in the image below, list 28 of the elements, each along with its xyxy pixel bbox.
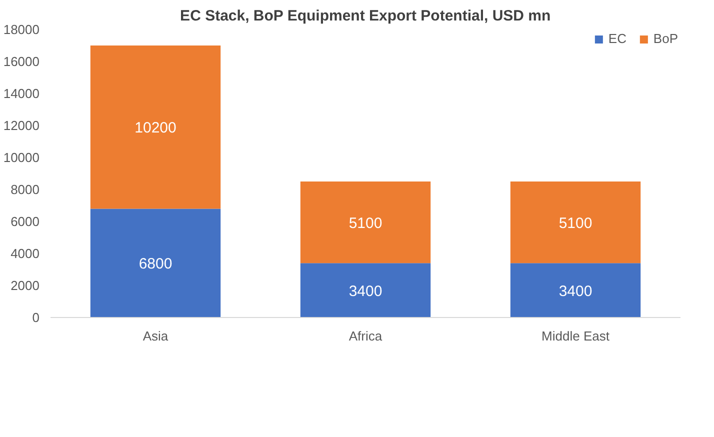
bar	[300, 182, 431, 264]
data-label: 10200	[134, 120, 176, 137]
y-tick-label: 4000	[10, 246, 40, 261]
x-tick-label: Africa	[348, 328, 383, 344]
x-tick-label: Asia	[142, 328, 169, 344]
bar	[510, 263, 641, 318]
bar	[90, 208, 221, 318]
data-label: 5100	[348, 214, 382, 232]
y-tick-label: 2000	[10, 278, 40, 293]
data-label: 3400	[558, 282, 592, 300]
x-tick-label: Middle East	[542, 328, 610, 344]
data-label: 6800	[138, 256, 172, 273]
bar	[300, 263, 431, 318]
bar	[510, 182, 641, 264]
data-label: 5100	[558, 214, 592, 232]
y-tick-label: 6000	[10, 214, 40, 229]
y-tick-label: 16000	[3, 54, 40, 69]
legend-label: EC	[608, 31, 628, 46]
y-tick-label: 10000	[3, 150, 40, 165]
y-tick-label: 18000	[3, 22, 40, 37]
chart-title: EC Stack, BoP Equipment Export Potential, USD mn	[180, 8, 551, 24]
y-tick-label: 14000	[3, 86, 40, 101]
data-label: 3400	[348, 282, 382, 300]
y-tick-label: 0	[32, 310, 40, 325]
y-tick-label: 8000	[10, 182, 40, 197]
y-tick-label: 12000	[3, 118, 40, 133]
bar	[90, 46, 221, 209]
legend-label: BoP	[653, 31, 678, 46]
